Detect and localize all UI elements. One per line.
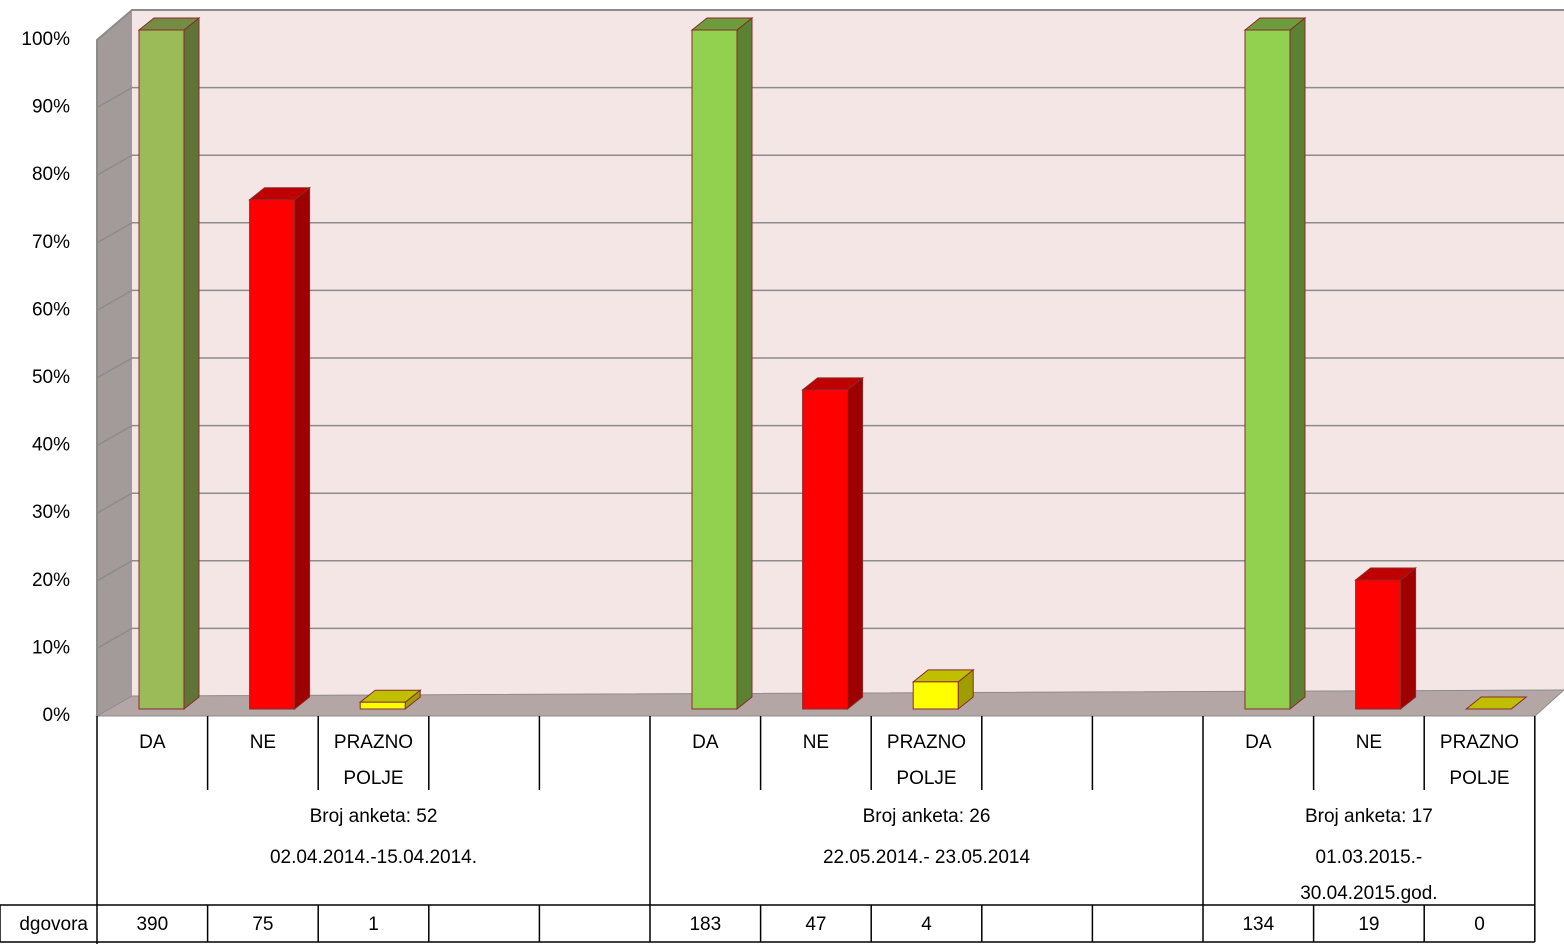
- x-tick-label: PRAZNO POLJE: [1440, 732, 1519, 789]
- group-period: 02.04.2014.-15.04.2014.: [270, 847, 477, 868]
- group-period: 01.03.2015.-: [1316, 847, 1423, 868]
- group-period: 22.05.2014.- 23.05.2014: [823, 847, 1031, 868]
- y-tick-label: 80%: [32, 164, 70, 185]
- grid-line-side: [96, 289, 133, 312]
- bar: [802, 389, 849, 710]
- grid-line-side: [96, 492, 133, 514]
- bar: [359, 701, 406, 710]
- table-row-label: dgovora: [19, 914, 88, 935]
- grid-line-side: [96, 222, 133, 244]
- bar-side: [183, 16, 200, 711]
- table-value: 19: [1358, 914, 1379, 935]
- x-tick-label: NE: [1356, 732, 1382, 753]
- y-tick-label: 30%: [32, 502, 70, 523]
- side-wall: [97, 10, 132, 716]
- table-value: 0: [1474, 914, 1485, 935]
- bar: [138, 29, 185, 710]
- table-value: 134: [1242, 914, 1274, 935]
- table-value: 47: [805, 914, 826, 935]
- table-value: 1: [368, 914, 379, 935]
- y-tick-label: 0%: [43, 705, 71, 726]
- group-title: Broj anketa: 26: [863, 806, 991, 827]
- grid-line-side: [96, 560, 133, 582]
- bar-top: [1464, 696, 1528, 710]
- table-value: 183: [689, 914, 721, 935]
- x-tick-label: PRAZNO POLJE: [887, 732, 966, 789]
- bar: [912, 681, 959, 710]
- y-tick-label: 50%: [32, 367, 70, 388]
- y-tick-label: 90%: [32, 97, 70, 118]
- y-tick-label: 70%: [32, 232, 70, 253]
- bar-side: [847, 376, 864, 711]
- table-value: 75: [252, 914, 273, 935]
- bar: [691, 29, 738, 710]
- x-tick-label: NE: [803, 732, 829, 753]
- grid-line-side: [96, 424, 133, 447]
- table-value: 390: [136, 914, 168, 935]
- group-period: 30.04.2015.god.: [1300, 883, 1437, 904]
- bar-side: [736, 16, 753, 711]
- bar-side: [1400, 566, 1417, 711]
- table-value: 4: [921, 914, 932, 935]
- grid-line-side: [96, 627, 133, 650]
- bar: [1244, 29, 1291, 710]
- x-tick-label: PRAZNO POLJE: [334, 732, 413, 789]
- bar-side: [1289, 16, 1306, 711]
- grid-line-side: [96, 86, 133, 109]
- back-wall: [132, 10, 1564, 696]
- x-tick-label: DA: [692, 732, 719, 753]
- y-tick-label: 60%: [32, 299, 70, 320]
- grid-line-side: [96, 357, 133, 379]
- group-title: Broj anketa: 17: [1305, 806, 1433, 827]
- bar: [1355, 579, 1402, 710]
- x-tick-label: NE: [250, 732, 276, 753]
- y-tick-label: 100%: [21, 29, 70, 50]
- y-tick-label: 10%: [32, 637, 70, 658]
- y-tick-label: 40%: [32, 435, 70, 456]
- bar: [249, 199, 296, 710]
- grid-line-side: [96, 154, 133, 176]
- x-tick-label: DA: [139, 732, 166, 753]
- bar-side: [294, 186, 311, 711]
- group-title: Broj anketa: 52: [310, 806, 438, 827]
- x-tick-label: DA: [1245, 732, 1272, 753]
- y-tick-label: 20%: [32, 570, 70, 591]
